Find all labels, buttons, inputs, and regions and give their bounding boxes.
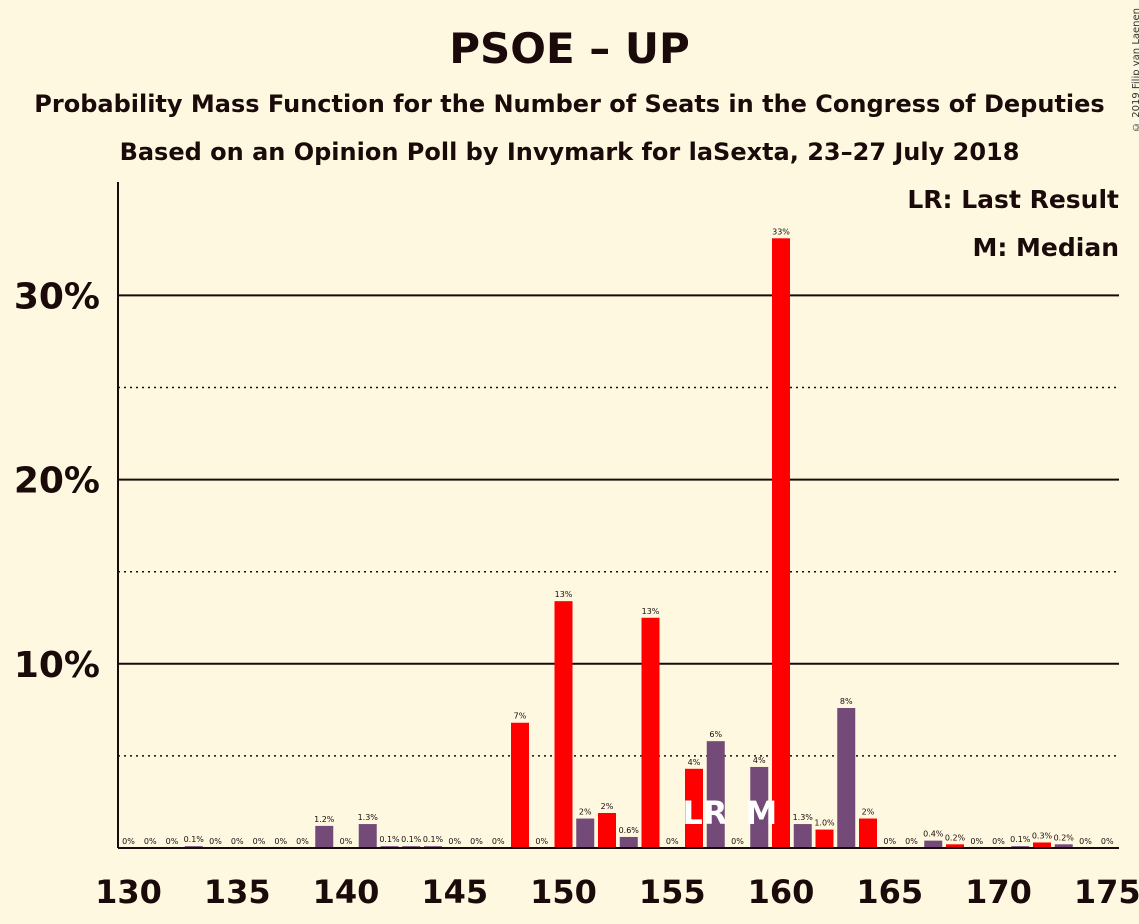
bar-label-169: 0%	[970, 837, 983, 846]
bar-label-172: 0.3%	[1032, 831, 1053, 840]
bar-167	[924, 840, 943, 848]
bar-label-160: 33%	[772, 227, 790, 236]
bar-162	[815, 829, 834, 848]
x-tick-label-175: 175	[1074, 873, 1139, 911]
bar-label-147: 0%	[492, 837, 505, 846]
bar-label-168: 0.2%	[945, 833, 966, 842]
bar-label-162: 1.0%	[814, 819, 835, 828]
bar-label-141: 1.3%	[358, 813, 379, 822]
bar-156	[685, 768, 703, 848]
bar-label-164: 2%	[862, 808, 875, 817]
x-tick-label-150: 150	[530, 873, 597, 911]
median-marker: M	[745, 794, 777, 832]
bar-label-151: 2%	[579, 808, 592, 817]
y-tick-label-20: 20%	[14, 461, 100, 502]
bars-group	[184, 238, 1073, 849]
bar-label-133: 0.1%	[184, 835, 205, 844]
bar-150	[554, 601, 573, 848]
bar-label-154: 13%	[642, 607, 660, 616]
bar-label-140: 0%	[340, 837, 353, 846]
x-tick-label-165: 165	[856, 873, 923, 911]
bar-label-149: 0%	[535, 837, 548, 846]
bar-label-157: 6%	[709, 730, 722, 739]
bar-label-155: 0%	[666, 837, 679, 846]
bar-168	[946, 844, 964, 848]
bar-label-174: 0%	[1079, 837, 1092, 846]
bar-label-170: 0%	[992, 837, 1005, 846]
bar-label-173: 0.2%	[1054, 833, 1075, 842]
bar-172	[1033, 842, 1051, 848]
grid-lines	[118, 294, 1119, 757]
x-tick-label-145: 145	[421, 873, 488, 911]
bar-label-130: 0%	[122, 837, 135, 846]
bar-label-165: 0%	[883, 837, 896, 846]
bar-label-166: 0%	[905, 837, 918, 846]
bar-160	[772, 238, 790, 849]
bar-164	[859, 818, 877, 848]
bar-label-161: 1.3%	[793, 813, 814, 822]
bar-154	[641, 617, 660, 848]
bar-label-146: 0%	[470, 837, 483, 846]
bar-label-137: 0%	[274, 837, 287, 846]
bar-163	[837, 708, 856, 848]
bar-label-143: 0.1%	[401, 835, 422, 844]
markers-group: LR M	[682, 794, 777, 832]
bar-141	[358, 824, 377, 848]
bar-152	[598, 813, 616, 848]
last-result-marker: LR	[682, 794, 727, 832]
bar-151	[576, 818, 595, 848]
x-tick-label-140: 140	[313, 873, 380, 911]
axes-group: 10% 20% 30% 130 135 140 145 150 155 160 165 170 175	[14, 182, 1139, 911]
bar-label-153: 0.6%	[619, 826, 640, 835]
chart-title: PSOE – UP	[449, 24, 690, 73]
bar-label-139: 1.2%	[314, 815, 335, 824]
bar-label-152: 2%	[601, 802, 614, 811]
bar-label-131: 0%	[144, 837, 157, 846]
bar-label-132: 0%	[166, 837, 179, 846]
chart-subtitle: Probability Mass Function for the Number…	[34, 90, 1105, 118]
chart-source-line: Based on an Opinion Poll by Invymark for…	[119, 138, 1020, 166]
y-tick-label-30: 30%	[14, 276, 100, 317]
bar-159	[750, 766, 769, 848]
x-tick-label-130: 130	[95, 873, 162, 911]
y-tick-label-10: 10%	[14, 645, 100, 686]
bar-label-136: 0%	[253, 837, 266, 846]
bar-139	[315, 825, 334, 848]
bar-label-138: 0%	[296, 837, 309, 846]
bar-label-142: 0.1%	[379, 835, 400, 844]
bar-label-175: 0%	[1101, 837, 1114, 846]
x-tick-label-160: 160	[748, 873, 815, 911]
bar-label-156: 4%	[688, 758, 701, 767]
bar-label-134: 0%	[209, 837, 222, 846]
bar-labels-group: 0% 0% 0% 0.1% 0% 0% 0% 0% 0%1.2%0%1.3%0.1% 0.1% 0.…	[122, 227, 1114, 846]
bar-label-150: 13%	[555, 590, 573, 599]
bar-label-148: 7%	[514, 712, 527, 721]
bar-label-145: 0%	[448, 837, 461, 846]
bar-161	[793, 824, 812, 848]
x-tick-label-170: 170	[965, 873, 1032, 911]
bar-label-163: 8%	[840, 697, 853, 706]
legend-last-result: LR: Last Result	[907, 185, 1119, 214]
bar-label-158: 0%	[731, 837, 744, 846]
bar-label-171: 0.1%	[1010, 835, 1031, 844]
x-tick-label-155: 155	[639, 873, 706, 911]
bar-label-135: 0%	[231, 837, 244, 846]
bar-173	[1054, 844, 1073, 848]
bar-label-159: 4%	[753, 756, 766, 765]
legend-median: M: Median	[972, 233, 1119, 262]
x-tick-label-135: 135	[204, 873, 271, 911]
bar-label-144: 0.1%	[423, 835, 444, 844]
bar-label-167: 0.4%	[923, 830, 944, 839]
bar-153	[619, 836, 638, 848]
bar-157	[706, 741, 725, 848]
bar-148	[511, 722, 529, 848]
